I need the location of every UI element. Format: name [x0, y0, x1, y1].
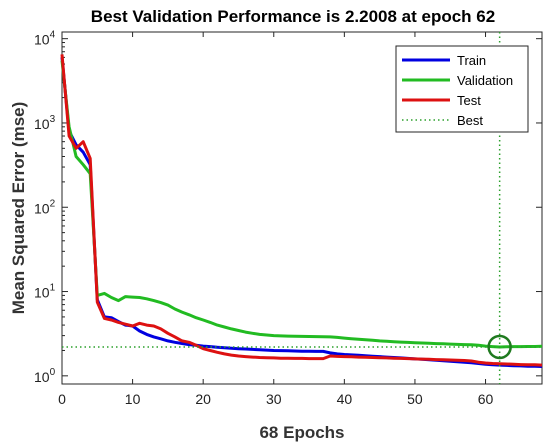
y-tick-label: 101 [34, 283, 56, 301]
y-tick-label: 104 [34, 30, 56, 48]
y-tick-label: 100 [34, 367, 56, 385]
x-axis: 0 10 20 30 40 50 60 [58, 32, 494, 407]
legend: Train Validation Test Best [395, 45, 529, 133]
x-tick-label: 0 [58, 391, 66, 407]
y-tick-label: 103 [34, 114, 56, 132]
x-tick-label: 50 [407, 391, 423, 407]
x-tick-label: 60 [478, 391, 494, 407]
chart-title: Best Validation Performance is 2.2008 at… [91, 7, 495, 26]
x-tick-label: 10 [125, 391, 141, 407]
series-line-train [60, 57, 543, 368]
y-tick-label: 102 [34, 198, 56, 216]
series-line-test [60, 54, 543, 367]
y-axis-label: Mean Squared Error (mse) [9, 102, 28, 315]
legend-label-validation: Validation [457, 73, 513, 88]
legend-label-train: Train [457, 53, 486, 68]
x-tick-label: 40 [337, 391, 353, 407]
legend-label-test: Test [457, 93, 481, 108]
x-tick-label: 20 [195, 391, 211, 407]
series-line-validation [60, 60, 543, 349]
series-layer [60, 54, 543, 368]
best-point-marker [487, 334, 512, 360]
legend-label-best: Best [457, 113, 483, 128]
x-tick-label: 30 [266, 391, 282, 407]
x-axis-label: 68 Epochs [259, 423, 344, 442]
